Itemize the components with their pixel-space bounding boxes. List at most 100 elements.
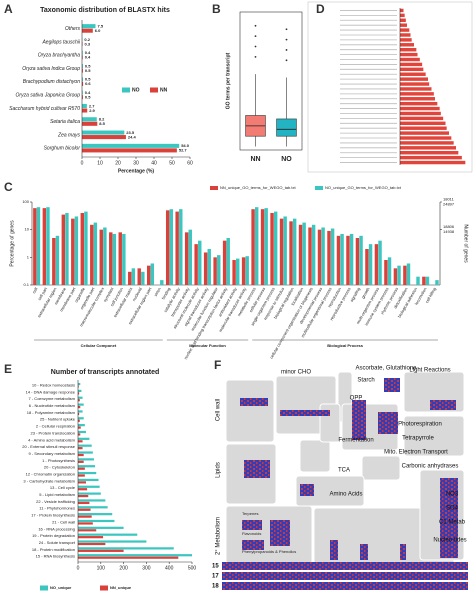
bar xyxy=(400,47,417,52)
category-label: Saccharum hybrid cultivar R570 xyxy=(9,106,80,112)
x-tick-label: cell part xyxy=(37,286,49,301)
bar xyxy=(264,208,268,285)
bar xyxy=(400,82,430,86)
bar xyxy=(400,111,441,116)
bar xyxy=(416,276,420,285)
heatmap-block xyxy=(242,540,264,550)
bar xyxy=(302,222,306,285)
category-label: 2 - Cellular respiration xyxy=(36,424,75,429)
heatmap-block xyxy=(244,460,270,478)
x-tick-label: NO xyxy=(281,156,292,163)
bar xyxy=(400,38,412,42)
category-label: 16 - RNA processing xyxy=(38,526,75,531)
row-label: 18 xyxy=(212,584,219,590)
bar xyxy=(400,101,438,106)
outlier xyxy=(285,28,288,31)
value-label: 7.5 xyxy=(98,23,104,28)
bar xyxy=(241,257,246,285)
bar xyxy=(400,126,447,130)
bar xyxy=(131,268,136,285)
pathway-label: NO3 xyxy=(446,492,459,498)
category-label: 6 - Nucleotide metabolism xyxy=(29,403,76,408)
bar xyxy=(78,403,84,406)
bar xyxy=(355,237,360,285)
y-tick-label: 100 xyxy=(22,199,29,204)
bar xyxy=(55,235,60,285)
pathway-label: Tetrapyrrole xyxy=(402,436,434,442)
y-tick-label: 1 xyxy=(27,254,30,259)
bar xyxy=(118,232,122,285)
bar xyxy=(78,501,90,505)
bar xyxy=(78,412,80,416)
heatmap-block xyxy=(280,410,330,416)
bar xyxy=(308,227,312,285)
bar xyxy=(82,117,97,122)
bar xyxy=(198,240,202,285)
x-tick-label: 500 xyxy=(188,565,197,571)
bar xyxy=(400,13,405,18)
bar xyxy=(245,256,249,285)
bar xyxy=(78,533,138,536)
bar xyxy=(236,258,240,285)
value-label: 0.3 xyxy=(85,41,91,46)
bar xyxy=(78,467,85,470)
bar xyxy=(359,235,363,285)
value-label: 2.7 xyxy=(89,103,95,108)
x-tick-label: 300 xyxy=(142,565,151,571)
x-tick-label: 40 xyxy=(151,160,157,166)
value-label: 0.5 xyxy=(85,63,91,68)
y-axis-label: GO terms per transcript xyxy=(225,52,231,109)
bar xyxy=(273,211,278,285)
x-tick-label: 60 xyxy=(187,160,193,166)
x-tick-label: binding xyxy=(161,287,172,301)
panel-letter: B xyxy=(212,2,221,16)
value-label: 0.5 xyxy=(85,68,91,73)
bar xyxy=(150,263,155,285)
bar xyxy=(78,494,89,498)
value-label: 0.5 xyxy=(85,77,91,82)
bar xyxy=(78,465,96,468)
panel-letter: C xyxy=(4,180,13,194)
bar xyxy=(78,399,80,402)
x-tick-label: 0 xyxy=(81,160,84,166)
legend-label: NO_unique_GO_terms_for_WEGO_tab.txt xyxy=(325,185,402,190)
bar xyxy=(222,240,227,285)
bar xyxy=(78,444,92,447)
bar xyxy=(82,24,96,29)
bar xyxy=(71,218,75,285)
panel-letter: A xyxy=(4,2,13,16)
bar xyxy=(349,233,354,285)
bar xyxy=(327,230,331,285)
bar xyxy=(169,209,174,285)
y-tick-label: 10 xyxy=(25,227,30,232)
value-label: 6.0 xyxy=(95,28,101,33)
category-label: 3 - Carbohydrate metabolism xyxy=(23,478,75,483)
bar xyxy=(400,23,407,27)
bar xyxy=(346,235,350,285)
bar xyxy=(78,433,81,436)
pathway-label: Lipids xyxy=(216,462,222,478)
bar xyxy=(78,389,82,393)
bar xyxy=(321,227,325,285)
bar xyxy=(122,233,126,285)
bar xyxy=(82,143,180,148)
category-label: 12 - Chromatin organization xyxy=(26,471,75,476)
category-label: 25 - Nutrient uptake xyxy=(40,417,76,422)
heatmap-block xyxy=(440,478,458,558)
bar xyxy=(400,57,420,62)
category-label: 18 - Protein modification xyxy=(32,547,75,552)
bar xyxy=(194,244,198,285)
bar xyxy=(78,540,147,543)
pathway-box xyxy=(225,379,275,443)
pathway-box xyxy=(299,439,331,473)
category-label: Brachypodium distachyon xyxy=(23,79,80,85)
bar xyxy=(82,64,83,69)
bar xyxy=(425,276,430,285)
bar xyxy=(400,28,410,32)
bar xyxy=(406,263,411,285)
pathway-label: Ascorbate, Glutathione xyxy=(355,366,417,372)
pathway-label: OPP xyxy=(350,396,363,402)
bar xyxy=(78,440,83,443)
bar xyxy=(141,271,145,285)
